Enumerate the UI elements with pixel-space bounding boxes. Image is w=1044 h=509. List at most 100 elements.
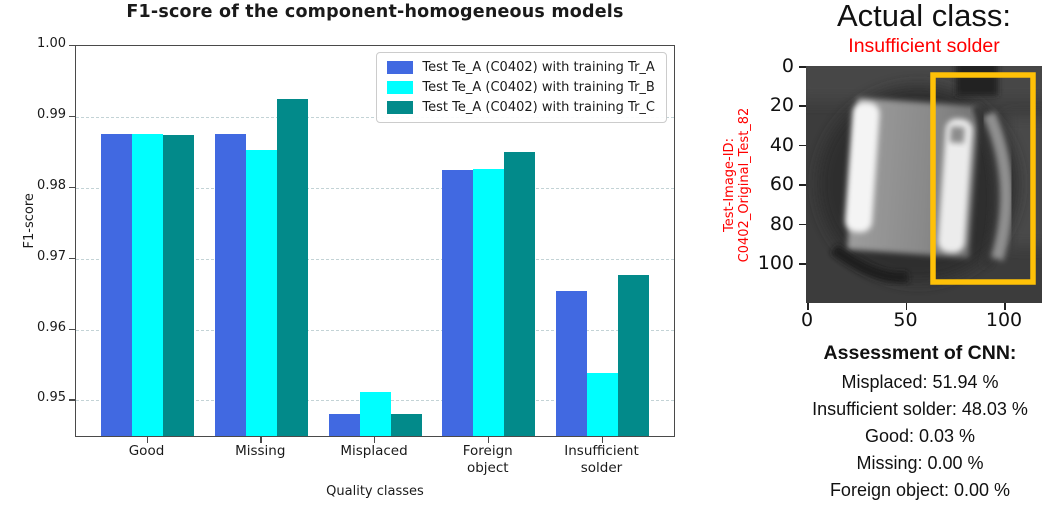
x-tick-label-line: object bbox=[466, 460, 509, 476]
left-solder-pad bbox=[845, 102, 880, 233]
bar bbox=[587, 372, 618, 436]
x-tick-label: Insufficient solder bbox=[564, 443, 639, 477]
image-y-tick-label: 60 bbox=[769, 173, 794, 196]
bar bbox=[132, 134, 163, 436]
bar bbox=[556, 291, 587, 436]
legend-label: Test Te_A (C0402) with training Tr_C bbox=[422, 100, 655, 115]
bar bbox=[618, 275, 649, 436]
x-tick-mark bbox=[487, 437, 490, 443]
assessment-line: Foreign object: 0.00 % bbox=[829, 480, 1011, 500]
bar-group-good bbox=[101, 46, 194, 436]
image-y-tick-mark bbox=[799, 105, 806, 107]
test-image-id-line2: C0402_Original_Test_82 bbox=[737, 107, 752, 263]
component-photo bbox=[806, 66, 1042, 303]
legend-label: Test Te_A (C0402) with training Tr_B bbox=[422, 80, 655, 95]
assessment-heading: Assessment of CNN: bbox=[823, 342, 1017, 364]
x-axis-label: Quality classes bbox=[326, 484, 424, 499]
bar bbox=[101, 134, 132, 436]
x-tick-label: Misplaced bbox=[340, 443, 407, 460]
bar-group-foreign-object bbox=[442, 46, 536, 436]
assessment-results: Misplaced: 51.94 % Insufficient solder: 4… bbox=[745, 369, 1044, 504]
x-tick-label: Missing bbox=[235, 443, 285, 460]
image-y-tick-mark bbox=[799, 184, 806, 186]
gridline bbox=[76, 116, 674, 118]
right-solder-pad bbox=[937, 118, 973, 253]
x-tick-label-line: solder bbox=[580, 460, 623, 476]
legend-item: Test Te_A (C0402) with training Tr_C bbox=[387, 100, 655, 115]
image-x-tick-mark bbox=[1004, 303, 1006, 310]
bar-group-missing bbox=[214, 46, 308, 436]
y-tick-label: 1.00 bbox=[37, 36, 66, 51]
y-tick-mark bbox=[69, 45, 75, 47]
x-tick-mark bbox=[374, 437, 376, 443]
bar bbox=[390, 414, 422, 436]
y-tick-mark bbox=[69, 186, 75, 189]
legend-swatch bbox=[387, 61, 414, 74]
image-y-tick-label: 100 bbox=[757, 252, 794, 274]
gridline bbox=[76, 187, 674, 189]
bar bbox=[328, 414, 360, 436]
assessment-line: Misplaced: 51.94 % bbox=[841, 372, 999, 392]
actual-class-value: Insufficient solder bbox=[848, 35, 1000, 57]
bar bbox=[504, 151, 536, 436]
y-tick-mark bbox=[69, 257, 75, 259]
y-tick-mark bbox=[69, 115, 75, 118]
legend-swatch bbox=[387, 101, 414, 114]
legend-item: Test Te_A (C0402) with training Tr_A bbox=[387, 60, 655, 75]
image-y-tick-label: 40 bbox=[769, 133, 794, 156]
image-x-tick-label: 0 bbox=[800, 309, 814, 331]
x-tick-label-line: Missing bbox=[235, 443, 286, 459]
legend-label: Test Te_A (C0402) with training Tr_A bbox=[422, 60, 655, 75]
image-y-tick-mark bbox=[799, 144, 806, 147]
chart-legend: Test Te_A (C0402) with training Tr_A Test… bbox=[376, 52, 667, 123]
x-tick-label: Good bbox=[129, 443, 165, 460]
image-y-tick-label: 80 bbox=[769, 212, 794, 235]
image-y-tick-mark bbox=[799, 66, 806, 68]
x-tick-label-line: Foreign bbox=[462, 443, 513, 459]
bar-group-insufficient-solder bbox=[556, 46, 649, 436]
image-y-tick-mark bbox=[799, 223, 806, 226]
chart-title: F1-score of the component-homogeneous mo… bbox=[126, 2, 624, 22]
image-y-tick-label: 20 bbox=[769, 94, 794, 117]
image-y-tick-label: 0 bbox=[781, 55, 794, 77]
y-tick-mark bbox=[69, 399, 75, 401]
assessment-line: Good: 0.03 % bbox=[864, 426, 976, 446]
bar bbox=[359, 391, 391, 436]
test-image-id-line1: Test-Image-ID: bbox=[722, 138, 737, 232]
gridline bbox=[76, 329, 674, 331]
y-tick-label: 0.99 bbox=[37, 106, 66, 122]
x-tick-label: Foreign object bbox=[463, 443, 513, 477]
actual-class-title: Actual class: bbox=[836, 0, 1011, 33]
x-tick-label-line: Misplaced bbox=[340, 443, 408, 459]
bar bbox=[276, 98, 308, 436]
assessment-line: Missing: 0.00 % bbox=[856, 453, 984, 473]
gridline bbox=[76, 258, 674, 260]
bar-group-misplaced bbox=[328, 46, 422, 436]
image-x-tick-mark bbox=[905, 303, 907, 310]
bar bbox=[163, 134, 194, 436]
y-tick-label: 0.96 bbox=[37, 319, 66, 335]
y-tick-label: 0.95 bbox=[37, 390, 66, 406]
image-x-tick-label: 50 bbox=[893, 309, 918, 331]
test-image-id-label: Test-Image-ID: C0402_Original_Test_82 bbox=[722, 65, 752, 305]
bar bbox=[214, 134, 246, 436]
image-x-tick-label: 100 bbox=[985, 309, 1023, 331]
bar bbox=[442, 170, 474, 436]
assessment-line: Insufficient solder: 48.03 % bbox=[812, 399, 1028, 419]
x-tick-mark bbox=[601, 437, 603, 443]
plot-area: Test Te_A (C0402) with training Tr_A Test… bbox=[75, 45, 675, 437]
x-tick-label-line: Good bbox=[128, 443, 165, 459]
bar bbox=[473, 168, 505, 436]
bar bbox=[245, 150, 277, 436]
y-tick-mark bbox=[69, 328, 75, 330]
legend-item: Test Te_A (C0402) with training Tr_B bbox=[387, 80, 655, 95]
component-body bbox=[845, 97, 980, 258]
y-tick-label: 0.98 bbox=[37, 177, 66, 193]
x-tick-label-line: Insufficient bbox=[564, 443, 639, 459]
x-tick-mark bbox=[260, 437, 262, 443]
highlight-box bbox=[930, 72, 1036, 285]
image-x-tick-mark bbox=[807, 303, 809, 310]
image-y-tick-mark bbox=[799, 263, 806, 265]
x-tick-mark bbox=[146, 437, 148, 443]
